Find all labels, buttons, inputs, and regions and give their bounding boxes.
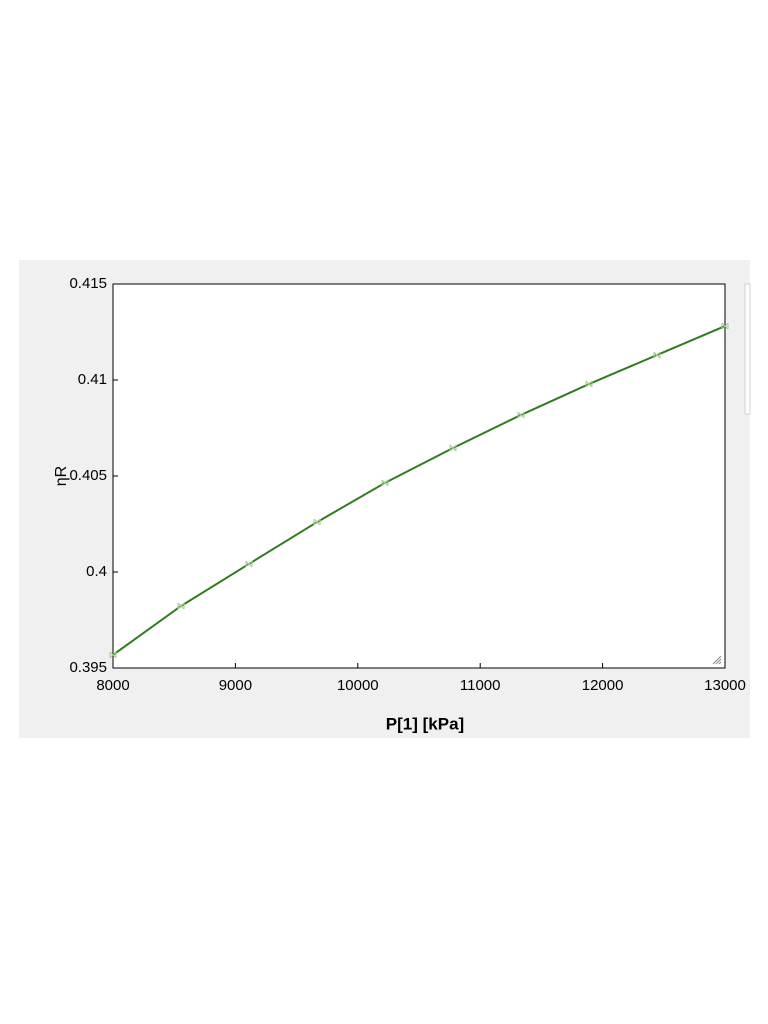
x-tick-label: 10000 [337,677,379,694]
data-line [112,325,726,656]
x-tick-label: 12000 [582,677,624,694]
x-tick-label: 11000 [460,677,501,694]
resize-grip [712,655,722,665]
data-point [653,351,661,359]
x-axis-label: P[1] [kPa] [386,714,464,733]
x-tick-label: 9000 [219,677,252,694]
y-tick-label: 0.41 [78,371,107,388]
plot-area [112,283,726,669]
data-point [585,380,593,388]
data-point [313,518,321,526]
data-point [721,322,729,330]
x-tick-label: 13000 [704,677,746,694]
y-tick-label: 0.395 [69,659,107,676]
data-point [245,560,253,568]
y-tick-label: 0.405 [69,467,107,484]
data-point [381,479,389,487]
data-point [517,411,525,419]
scrollbar [744,283,751,415]
data-point [177,602,185,610]
y-tick-label: 0.4 [86,563,107,580]
data-point [449,444,457,452]
x-tick-label: 8000 [96,677,129,694]
y-tick-label: 0.415 [69,275,107,292]
y-axis-label: ηR [53,466,70,486]
data-point [109,651,117,659]
